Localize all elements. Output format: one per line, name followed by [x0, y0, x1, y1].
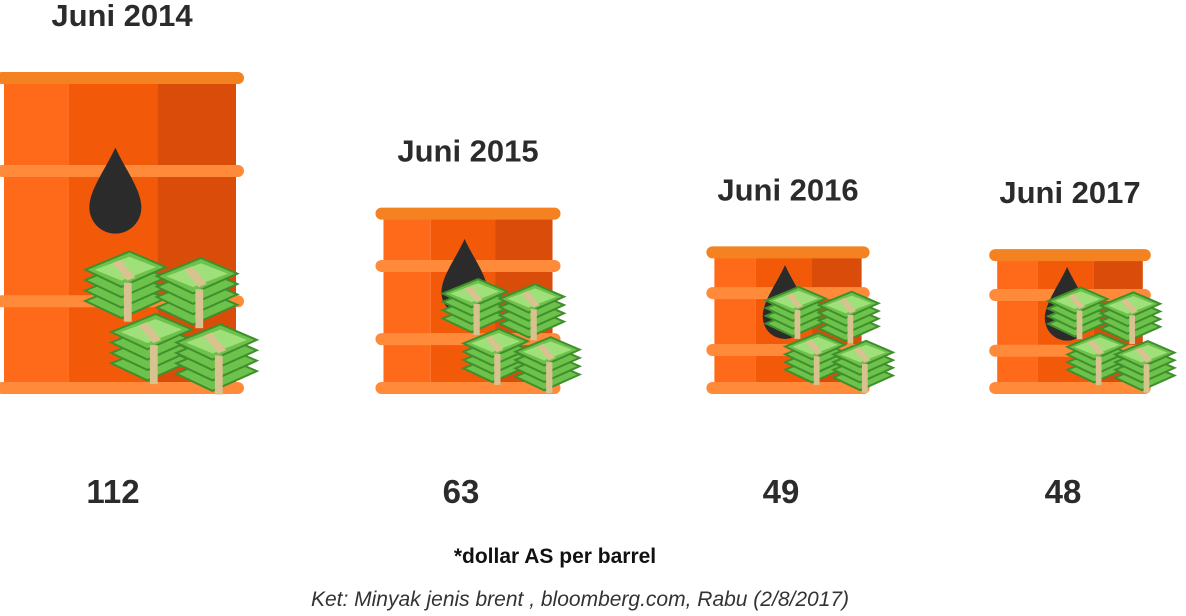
money-bill-0-c-band-side — [149, 345, 158, 385]
money-bill-1-c-band-side — [494, 353, 501, 385]
money-bill-2-d-band-side — [861, 363, 868, 393]
money-bill-2-b-band-side — [847, 314, 854, 344]
money-bill-0-d-band — [203, 332, 227, 354]
money-bill-1-d-band — [537, 343, 556, 361]
barrel-3-rim-0 — [989, 249, 1151, 262]
barrel-3-left — [997, 255, 1038, 388]
barrel-1-rim-0 — [375, 207, 561, 220]
barrel-0-rim-0 — [0, 72, 244, 84]
money-bill-3-b-band — [1120, 298, 1138, 314]
money-bill-1-b-band-side — [530, 309, 537, 341]
value-label-3: 48 — [1045, 473, 1082, 510]
category-label-0: Juni 2014 — [51, 0, 193, 33]
source-note: Ket: Minyak jenis brent , bloomberg.com,… — [310, 588, 850, 611]
barrel-2-left — [714, 252, 756, 388]
money-bill-1-c-band — [485, 335, 504, 353]
money-bill-3-a-band-side — [1076, 310, 1083, 340]
money-bill-0-b-band-side — [195, 289, 204, 329]
barrel-mark-0 — [0, 72, 260, 395]
barrel-0-rim-3 — [0, 382, 244, 394]
barrel-mark-2 — [706, 246, 896, 394]
barrel-2-rim-0 — [706, 246, 870, 259]
money-bill-3-b-band-side — [1129, 315, 1136, 344]
money-bill-1-a-band-side — [473, 303, 480, 336]
money-bill-2-b-band — [839, 297, 856, 314]
barrel-mark-1 — [375, 207, 583, 394]
value-label-0: 112 — [86, 473, 139, 510]
barrel-mark-3 — [989, 249, 1177, 394]
value-label-2: 49 — [763, 473, 800, 510]
money-bill-3-d-band — [1135, 347, 1152, 363]
barrel-1-left — [383, 213, 431, 388]
value-label-1: 63 — [443, 473, 480, 510]
barrel-0-left — [4, 78, 69, 388]
money-bill-0-a-band-side — [123, 282, 132, 322]
category-label-3: Juni 2017 — [999, 175, 1140, 210]
money-bill-0-b-band — [184, 266, 207, 288]
oil-drop-icon-0 — [89, 147, 142, 234]
money-bill-1-a-band — [464, 285, 483, 303]
money-bill-2-c-band — [805, 339, 823, 355]
barrel-2-rim-3 — [706, 382, 870, 394]
unit-note: *dollar AS per barrel — [453, 545, 657, 568]
barrel-1-rim-3 — [375, 382, 561, 394]
money-bill-2-c-band-side — [813, 356, 820, 386]
money-bill-2-a-band — [786, 293, 803, 309]
barrel-3-rim-3 — [989, 382, 1151, 394]
money-bill-3-a-band — [1068, 293, 1085, 309]
money-bill-3-c-band-side — [1095, 356, 1102, 386]
money-bill-0-c-band — [138, 322, 162, 344]
category-label-1: Juni 2015 — [397, 134, 538, 169]
money-bill-2-a-band-side — [794, 310, 801, 339]
money-bill-1-b-band — [521, 290, 540, 308]
barrels-layer — [0, 72, 1177, 395]
money-bill-1-d-band-side — [546, 362, 553, 394]
money-bill-3-c-band — [1087, 339, 1105, 355]
money-bill-3-d-band-side — [1143, 364, 1150, 393]
labels-layer: Juni 2014 112 Juni 2015 63 Juni 2016 49 Juni 2… — [51, 0, 1140, 510]
money-bill-0-a-band — [112, 259, 136, 281]
money-bill-0-d-band-side — [214, 355, 223, 395]
category-label-2: Juni 2016 — [717, 172, 858, 207]
money-bill-2-d-band — [853, 346, 871, 363]
